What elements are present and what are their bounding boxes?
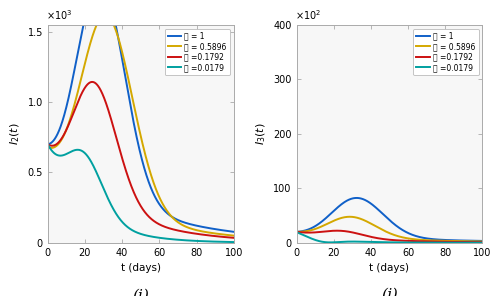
𝒩 = 1 [226,229,232,233]
𝒩 = 1 [226,229,232,233]
𝒩 =0.0179 [474,241,480,244]
𝒩 = 1 [130,119,136,123]
𝒩 = 1 [54,133,60,136]
𝒩 = 1 [135,143,141,146]
𝒩 =0.1792 [379,237,385,241]
𝒩 =0.1792 [440,240,446,244]
𝒩 = 1 [303,229,309,232]
𝒩 =0.1792 [334,229,340,232]
𝒩 =0.0179 [44,142,51,146]
𝒩 = 0.5896 [44,145,51,149]
𝒩 = 1 [44,142,51,146]
𝒩 =0.1792 [474,240,480,244]
𝒩 =0.0179 [54,153,60,157]
𝒩 = 1 [440,238,446,242]
𝒩 =0.0179 [294,230,300,234]
𝒩 = 0.5896 [379,228,385,231]
𝒩 = 1 [294,230,300,234]
𝒩 = 1 [379,211,385,215]
𝒩 =0.1792 [44,142,51,146]
𝒩 = 0.5896 [384,230,390,234]
𝒩 = 1 [474,239,480,243]
𝒩 =0.0179 [379,240,385,244]
𝒩 =0.1792 [226,236,232,239]
𝒩 = 0.5896 [440,239,446,242]
𝒩 =0.0179 [225,240,231,244]
X-axis label: t (days): t (days) [120,263,160,273]
𝒩 =0.0179 [480,241,486,244]
𝒩 = 0.5896 [226,233,232,237]
𝒩 = 1 [480,239,486,243]
𝒩 = 0.5896 [54,144,60,147]
𝒩 = 0.5896 [346,215,352,218]
Text: (i): (i) [132,288,149,296]
𝒩 = 0.5896 [230,234,236,237]
Line: 𝒩 =0.1792: 𝒩 =0.1792 [296,231,482,242]
𝒩 =0.1792 [226,236,232,239]
𝒩 =0.0179 [191,239,197,243]
𝒩 =0.0179 [130,229,136,233]
Line: 𝒩 = 0.5896: 𝒩 = 0.5896 [296,217,482,242]
X-axis label: t (days): t (days) [370,263,410,273]
𝒩 = 0.5896 [474,240,480,243]
𝒩 = 0.5896 [130,101,136,104]
Legend: 𝒩 = 1, 𝒩 = 0.5896, 𝒩 =0.1792, 𝒩 =0.0179: 𝒩 = 1, 𝒩 = 0.5896, 𝒩 =0.1792, 𝒩 =0.0179 [164,28,230,75]
𝒩 =0.1792 [54,142,60,145]
𝒩 =0.0179 [135,231,141,235]
𝒩 =0.1792 [230,236,236,239]
Line: 𝒩 = 0.5896: 𝒩 = 0.5896 [48,15,234,236]
𝒩 =0.0179 [384,240,390,244]
𝒩 =0.0179 [440,241,446,244]
𝒩 = 0.5896 [226,233,232,237]
𝒩 =0.1792 [474,240,480,244]
𝒩 = 0.5896 [294,230,300,234]
Legend: 𝒩 = 1, 𝒩 = 0.5896, 𝒩 =0.1792, 𝒩 =0.0179: 𝒩 = 1, 𝒩 = 0.5896, 𝒩 =0.1792, 𝒩 =0.0179 [414,28,478,75]
Line: 𝒩 = 1: 𝒩 = 1 [48,0,234,232]
𝒩 = 1 [191,223,197,227]
Line: 𝒩 = 1: 𝒩 = 1 [296,198,482,241]
𝒩 = 0.5896 [191,228,197,231]
𝒩 =0.1792 [303,231,309,234]
Y-axis label: $I_2(t)$: $I_2(t)$ [8,122,22,145]
𝒩 = 1 [230,230,236,234]
Line: 𝒩 =0.0179: 𝒩 =0.0179 [48,144,234,242]
𝒩 =0.1792 [480,240,486,244]
𝒩 =0.1792 [384,238,390,241]
𝒩 =0.1792 [135,200,141,203]
𝒩 =0.0179 [230,240,236,244]
𝒩 = 1 [384,216,390,220]
𝒩 = 0.5896 [303,229,309,233]
𝒩 = 0.5896 [480,240,486,243]
𝒩 =0.0179 [474,241,480,244]
𝒩 =0.0179 [226,240,232,244]
Text: $\times 10^3$: $\times 10^3$ [46,9,72,22]
Line: 𝒩 =0.1792: 𝒩 =0.1792 [48,82,234,238]
𝒩 =0.1792 [294,230,300,234]
𝒩 =0.1792 [130,189,136,193]
𝒩 = 0.5896 [474,240,480,243]
Y-axis label: $I_3(t)$: $I_3(t)$ [254,122,268,145]
Line: 𝒩 =0.0179: 𝒩 =0.0179 [296,232,482,243]
𝒩 =0.1792 [89,80,95,84]
𝒩 = 1 [474,239,480,243]
𝒩 =0.0179 [303,234,309,238]
𝒩 = 0.5896 [135,123,141,127]
𝒩 = 1 [354,196,360,200]
𝒩 =0.1792 [191,232,197,235]
Text: $\times 10^2$: $\times 10^2$ [294,9,321,22]
𝒩 = 0.5896 [102,13,108,17]
Text: (j): (j) [381,288,398,296]
